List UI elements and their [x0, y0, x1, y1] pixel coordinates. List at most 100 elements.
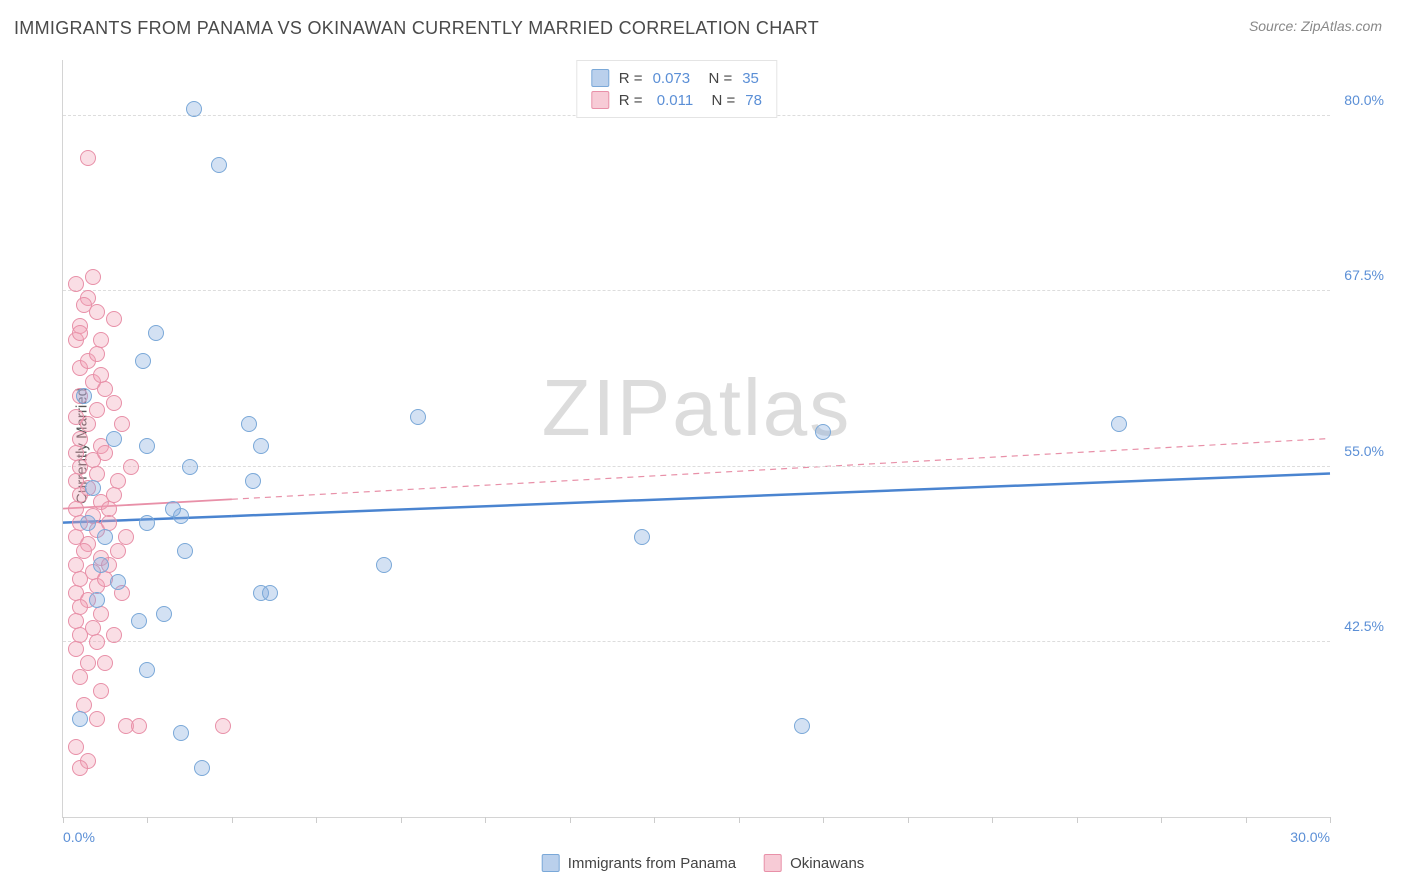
data-point — [89, 346, 105, 362]
data-point — [72, 669, 88, 685]
data-point — [76, 388, 92, 404]
data-point — [80, 150, 96, 166]
data-point — [68, 641, 84, 657]
data-point — [72, 325, 88, 341]
legend-r-label: R = — [619, 70, 643, 87]
x-tick — [1161, 817, 1162, 823]
legend-label: Immigrants from Panama — [568, 855, 736, 872]
legend-n-label: N = — [700, 70, 732, 87]
data-point — [68, 276, 84, 292]
x-tick — [232, 817, 233, 823]
data-point — [376, 557, 392, 573]
data-point — [85, 269, 101, 285]
legend-n-label: N = — [703, 92, 735, 109]
data-point — [241, 416, 257, 432]
data-point — [139, 662, 155, 678]
watermark: ZIPatlas — [542, 362, 851, 454]
data-point — [815, 424, 831, 440]
chart-header: IMMIGRANTS FROM PANAMA VS OKINAWAN CURRE… — [0, 0, 1406, 47]
legend-r-val-0: 0.073 — [653, 70, 691, 87]
data-point — [794, 718, 810, 734]
data-point — [93, 367, 109, 383]
y-tick-label: 80.0% — [1344, 92, 1384, 108]
data-point — [182, 459, 198, 475]
data-point — [97, 529, 113, 545]
legend-row-panama: R = 0.073 N = 35 — [591, 67, 762, 89]
data-point — [262, 585, 278, 601]
data-point — [93, 557, 109, 573]
data-point — [106, 487, 122, 503]
swatch-pink-icon — [764, 854, 782, 872]
legend-label: Okinawans — [790, 855, 864, 872]
gridline — [63, 290, 1330, 291]
x-tick — [401, 817, 402, 823]
data-point — [253, 438, 269, 454]
data-point — [110, 574, 126, 590]
data-point — [123, 459, 139, 475]
x-tick — [1330, 817, 1331, 823]
chart-source: Source: ZipAtlas.com — [1249, 18, 1382, 34]
legend-row-okinawans: R = 0.011 N = 78 — [591, 89, 762, 111]
gridline — [63, 641, 1330, 642]
x-tick — [908, 817, 909, 823]
x-tick — [654, 817, 655, 823]
data-point — [177, 543, 193, 559]
data-point — [68, 739, 84, 755]
gridline — [63, 466, 1330, 467]
plot-region: ZIPatlas R = 0.073 N = 35 R = 0.011 N = … — [62, 60, 1330, 818]
data-point — [118, 529, 134, 545]
data-point — [131, 613, 147, 629]
data-point — [80, 515, 96, 531]
data-point — [97, 655, 113, 671]
data-point — [215, 718, 231, 734]
legend-n-val-0: 35 — [742, 70, 759, 87]
y-tick-label: 55.0% — [1344, 443, 1384, 459]
x-tick — [823, 817, 824, 823]
swatch-pink-icon — [591, 91, 609, 109]
data-point — [89, 592, 105, 608]
data-point — [106, 311, 122, 327]
data-point — [76, 297, 92, 313]
y-tick-label: 67.5% — [1344, 267, 1384, 283]
x-tick — [570, 817, 571, 823]
x-tick — [485, 817, 486, 823]
x-tick-label: 0.0% — [63, 829, 95, 845]
legend-stats: R = 0.073 N = 35 R = 0.011 N = 78 — [576, 60, 777, 118]
data-point — [148, 325, 164, 341]
data-point — [89, 711, 105, 727]
trend-lines — [63, 60, 1330, 817]
legend-item-panama: Immigrants from Panama — [542, 854, 736, 872]
legend-bottom: Immigrants from Panama Okinawans — [542, 854, 865, 872]
swatch-blue-icon — [542, 854, 560, 872]
data-point — [156, 606, 172, 622]
x-tick — [147, 817, 148, 823]
data-point — [165, 501, 181, 517]
data-point — [106, 395, 122, 411]
data-point — [72, 711, 88, 727]
data-point — [131, 718, 147, 734]
data-point — [93, 683, 109, 699]
swatch-blue-icon — [591, 69, 609, 87]
y-tick-label: 42.5% — [1344, 618, 1384, 634]
data-point — [186, 101, 202, 117]
x-tick — [1077, 817, 1078, 823]
legend-r-val-1: 0.011 — [653, 92, 694, 109]
legend-n-val-1: 78 — [745, 92, 762, 109]
data-point — [97, 445, 113, 461]
x-tick — [739, 817, 740, 823]
data-point — [89, 634, 105, 650]
data-point — [173, 725, 189, 741]
x-tick-label: 30.0% — [1290, 829, 1330, 845]
data-point — [72, 760, 88, 776]
data-point — [634, 529, 650, 545]
data-point — [139, 438, 155, 454]
data-point — [139, 515, 155, 531]
chart-area: Currently Married ZIPatlas R = 0.073 N =… — [48, 60, 1386, 832]
x-tick — [1246, 817, 1247, 823]
data-point — [211, 157, 227, 173]
x-tick — [992, 817, 993, 823]
data-point — [135, 353, 151, 369]
data-point — [85, 480, 101, 496]
chart-title: IMMIGRANTS FROM PANAMA VS OKINAWAN CURRE… — [14, 18, 819, 39]
data-point — [106, 431, 122, 447]
